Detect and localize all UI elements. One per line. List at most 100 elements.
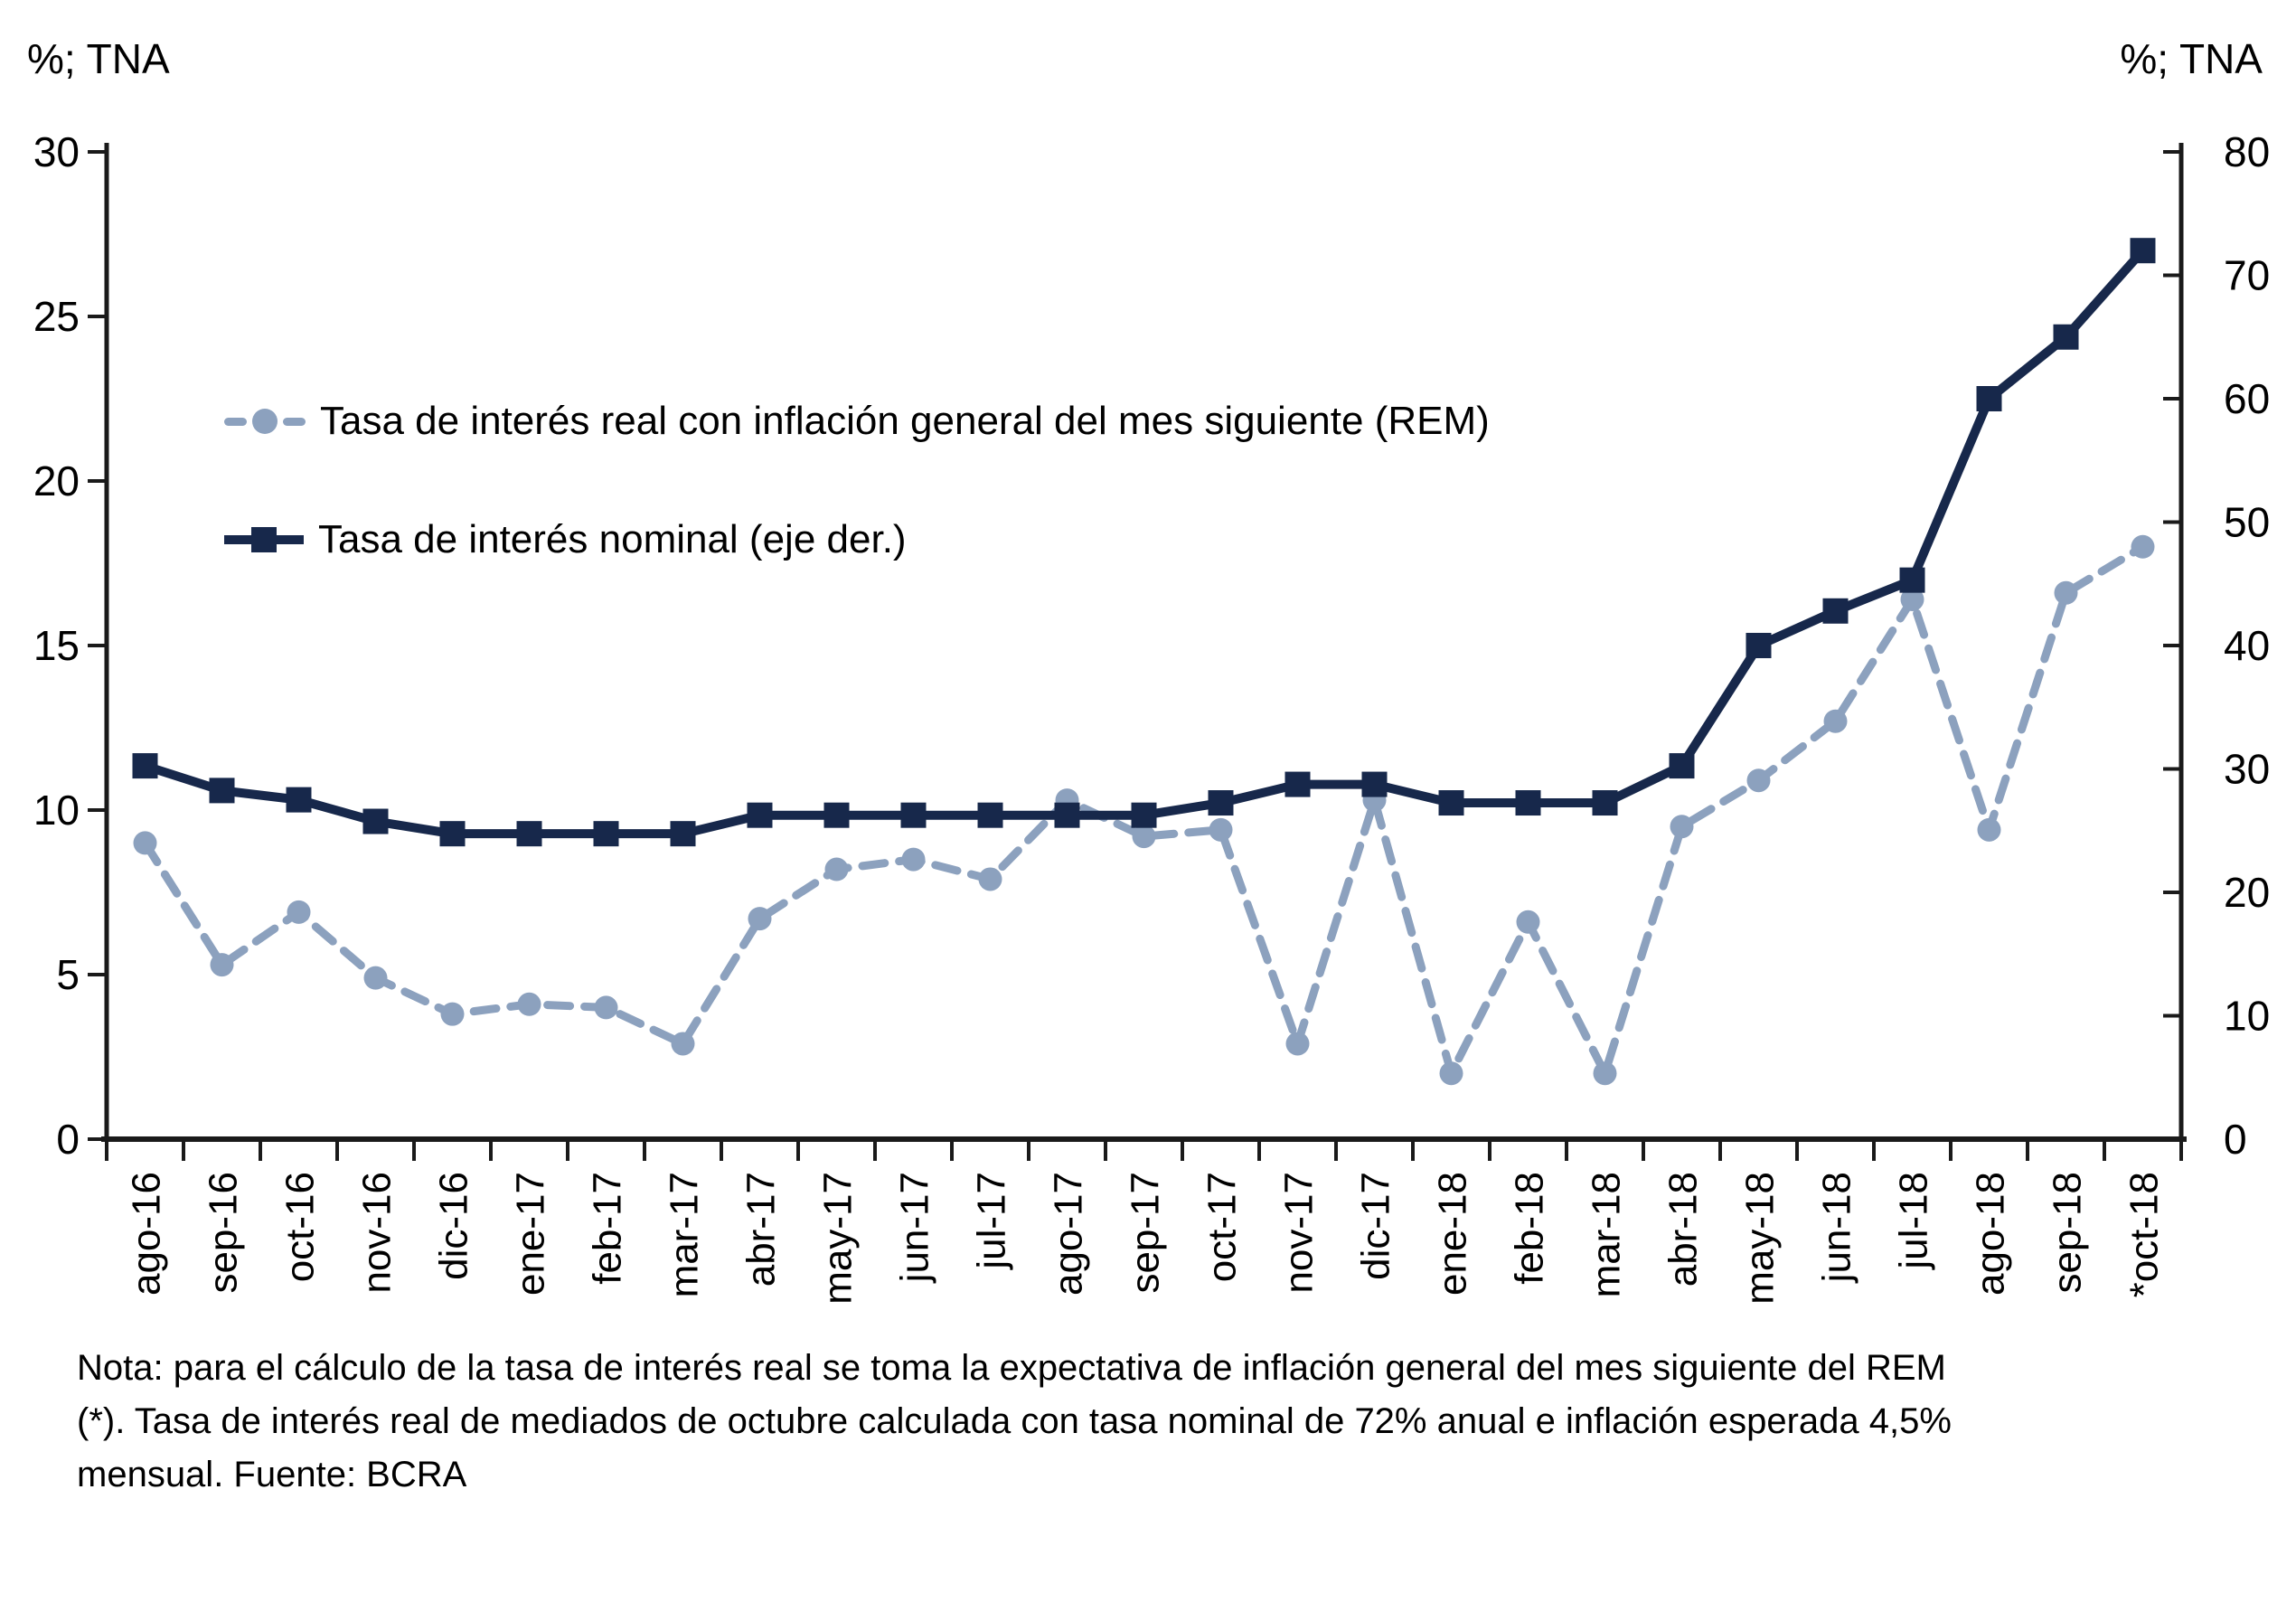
series-real-rate-marker xyxy=(901,847,926,872)
x-axis-category-label: mar-18 xyxy=(1585,1172,1629,1297)
x-axis-category-label: sep-17 xyxy=(1124,1172,1168,1294)
left-axis-tick-label: 15 xyxy=(33,622,80,669)
series-real-rate-marker xyxy=(2131,534,2155,559)
left-axis-tick-label: 5 xyxy=(56,951,80,998)
series-nominal-rate-marker xyxy=(362,808,389,834)
x-axis-category-label: feb-18 xyxy=(1508,1172,1552,1285)
x-axis-category-label: dic-17 xyxy=(1354,1172,1398,1280)
x-axis-category-label: may-17 xyxy=(816,1172,861,1305)
series-real-rate-marker xyxy=(210,953,234,977)
series-real-rate-marker xyxy=(2054,580,2078,605)
series-real-rate-marker xyxy=(1516,910,1540,934)
legend-item-nominal-rate: Tasa de interés nominal (eje der.) xyxy=(224,517,907,562)
series-nominal-rate-marker xyxy=(209,778,235,804)
right-axis-tick-label: 70 xyxy=(2224,252,2270,299)
series-real-rate-marker xyxy=(748,907,772,931)
series-nominal-rate-marker xyxy=(670,821,696,847)
series-nominal-rate-marker xyxy=(132,753,158,779)
series-real-rate-marker xyxy=(133,831,157,855)
left-axis-tick-label: 30 xyxy=(33,128,80,175)
series-nominal-rate-marker xyxy=(1822,598,1849,624)
left-axis-tick-label: 0 xyxy=(56,1116,80,1163)
series-nominal-rate-marker xyxy=(1976,386,2002,411)
series-real-rate-marker xyxy=(1285,1032,1310,1056)
series-nominal-rate-marker xyxy=(286,787,312,813)
x-axis-category-label: oct-16 xyxy=(278,1172,323,1282)
series-nominal-rate-marker xyxy=(1208,790,1234,816)
right-axis-tick-label: 40 xyxy=(2224,622,2270,669)
series-real-rate-line xyxy=(141,542,2147,1078)
x-axis-category-label: *oct-18 xyxy=(2122,1172,2167,1297)
series-nominal-rate-marker xyxy=(1669,753,1695,779)
series-real-rate-marker xyxy=(1900,588,1924,612)
footnote-line-1: Nota: para el cálculo de la tasa de inte… xyxy=(77,1348,1946,1388)
x-axis-category-label: nov-17 xyxy=(1277,1172,1322,1294)
series-real-rate-marker xyxy=(1746,768,1771,793)
x-axis-category-label: abr-17 xyxy=(739,1172,784,1287)
left-axis-tick-label: 25 xyxy=(33,293,80,340)
series-real-rate-marker xyxy=(1823,709,1848,733)
series-real-rate-marker xyxy=(1132,825,1156,849)
series-nominal-rate-marker xyxy=(1746,633,1772,658)
series-nominal-rate-marker xyxy=(1515,790,1541,816)
series-nominal-rate-marker xyxy=(1438,790,1464,816)
series-real-rate-marker xyxy=(671,1032,695,1056)
x-axis-category-label: ene-17 xyxy=(509,1172,553,1296)
series-nominal-rate-marker xyxy=(1592,790,1618,816)
series-nominal-rate-marker xyxy=(1361,771,1388,797)
right-axis-tick-label: 60 xyxy=(2224,375,2270,422)
x-axis-category-label: feb-17 xyxy=(586,1172,630,1285)
x-axis-category-label: may-18 xyxy=(1738,1172,1783,1305)
series-real-rate-marker xyxy=(1593,1061,1617,1086)
series-nominal-rate-marker xyxy=(900,802,927,828)
footnote-line-2: (*). Tasa de interés real de mediados de… xyxy=(77,1401,1952,1441)
x-axis-category-label: jul-18 xyxy=(1892,1172,1936,1271)
legend-label-real-rate: Tasa de interés real con inflación gener… xyxy=(320,399,1490,443)
series-nominal-rate-marker xyxy=(823,802,850,828)
x-axis-category-label: ago-17 xyxy=(1047,1172,1091,1296)
series-nominal-rate-marker xyxy=(439,821,466,847)
x-axis-category-label: ene-18 xyxy=(1431,1172,1475,1296)
dashed-line-circle-marker-icon xyxy=(224,409,306,434)
series-nominal-rate-marker xyxy=(593,821,619,847)
x-axis-category-label: dic-16 xyxy=(432,1172,476,1280)
series-real-rate-marker xyxy=(824,857,849,881)
footnote-line-3: mensual. Fuente: BCRA xyxy=(77,1455,467,1494)
series-real-rate-marker xyxy=(440,1002,465,1026)
left-axis-unit-label: %; TNA xyxy=(27,35,170,82)
series-real-rate-marker xyxy=(1670,815,1694,839)
right-axis-tick-label: 0 xyxy=(2224,1116,2247,1163)
series-nominal-rate-marker xyxy=(2053,324,2079,350)
x-axis-category-label: mar-17 xyxy=(663,1172,707,1297)
series-real-rate-marker xyxy=(1439,1061,1463,1086)
right-axis-unit-label: %; TNA xyxy=(2120,35,2263,82)
series-nominal-rate-marker xyxy=(1899,567,1925,593)
left-axis-tick-label: 10 xyxy=(33,787,80,834)
series-real-rate-marker xyxy=(517,992,541,1016)
solid-line-square-marker-icon xyxy=(224,526,304,553)
series-nominal-rate-marker xyxy=(1284,771,1311,797)
legend-label-nominal-rate: Tasa de interés nominal (eje der.) xyxy=(318,517,907,561)
series-nominal-rate-marker xyxy=(977,802,1003,828)
series-real-rate-marker xyxy=(363,966,388,990)
right-axis-tick-label: 10 xyxy=(2224,993,2270,1040)
x-axis-category-label: oct-17 xyxy=(1200,1172,1245,1282)
right-axis-tick-label: 20 xyxy=(2224,869,2270,916)
x-axis-category-label: jul-17 xyxy=(970,1172,1014,1271)
series-nominal-rate-marker xyxy=(2130,238,2156,264)
series-nominal-rate-marker xyxy=(1054,802,1080,828)
x-axis-category-label: jun-17 xyxy=(893,1172,937,1284)
right-axis-tick-label: 30 xyxy=(2224,746,2270,793)
series-nominal-rate-marker xyxy=(1131,802,1157,828)
series-nominal-rate-marker xyxy=(516,821,542,847)
x-axis-category-label: sep-18 xyxy=(2046,1172,2090,1294)
series-real-rate-marker xyxy=(287,900,311,924)
x-axis-category-label: abr-18 xyxy=(1661,1172,1706,1287)
left-axis-tick-label: 20 xyxy=(33,457,80,504)
series-real-rate-marker xyxy=(1977,817,2001,842)
x-axis-category-label: jun-18 xyxy=(1815,1172,1859,1284)
x-axis-category-label: ago-18 xyxy=(1969,1172,2013,1296)
x-axis-category-label: ago-16 xyxy=(125,1172,169,1296)
